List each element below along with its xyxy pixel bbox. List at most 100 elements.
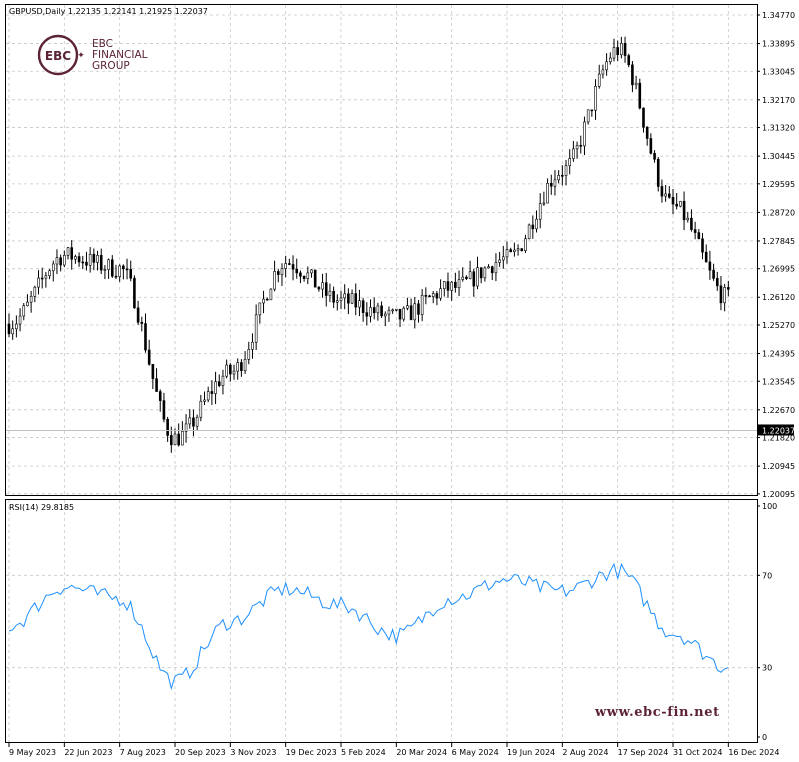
candle	[328, 283, 332, 303]
candle	[723, 283, 726, 312]
candle-body	[33, 286, 37, 297]
candle-body	[203, 399, 206, 402]
watermark: www.ebc-fin.net	[594, 705, 720, 720]
candle-body	[454, 281, 457, 289]
candle-body	[74, 256, 77, 260]
price-tick-label: 1.23545	[762, 377, 795, 386]
candle-body	[465, 276, 468, 279]
candle	[18, 308, 22, 332]
candle	[671, 188, 675, 215]
candle	[424, 287, 428, 305]
time-tick-label: 19 Jun 2024	[507, 748, 555, 757]
candle-body	[627, 55, 631, 66]
candle-body	[494, 262, 498, 274]
candle-body	[612, 47, 616, 59]
candle	[653, 150, 656, 163]
time-tick-label: 5 Feb 2024	[341, 748, 386, 757]
candle-body	[623, 43, 627, 56]
candle	[295, 258, 299, 279]
candle	[590, 109, 594, 117]
candle	[679, 200, 682, 208]
candle-body	[446, 281, 450, 291]
price-tick-label: 1.31320	[762, 124, 795, 133]
candle-body	[258, 302, 262, 316]
symbol-info: GBPUSD,Daily 1.22135 1.22141 1.21925 1.2…	[9, 7, 208, 16]
candle-body	[645, 126, 649, 139]
candle-body	[210, 391, 214, 394]
candle-body	[586, 109, 590, 123]
candle	[136, 300, 140, 325]
candle	[110, 255, 114, 278]
candle-body	[280, 268, 284, 275]
candle-body	[7, 323, 11, 335]
candle-body	[332, 290, 335, 303]
candle	[66, 247, 70, 260]
candle	[387, 306, 391, 322]
candle-body	[122, 265, 125, 270]
candle-body	[350, 293, 354, 304]
candle	[675, 193, 678, 210]
candle	[476, 256, 479, 290]
candle	[232, 364, 236, 380]
candle-body	[572, 148, 575, 159]
candle	[269, 288, 273, 301]
candle	[413, 296, 417, 329]
candle	[719, 275, 723, 311]
candle-body	[395, 308, 398, 311]
candle	[395, 308, 398, 312]
candle	[642, 107, 645, 133]
candle	[206, 386, 210, 403]
candle	[181, 421, 184, 446]
candle	[199, 394, 203, 422]
candle-body	[513, 249, 516, 252]
candle	[612, 38, 616, 62]
candle	[251, 333, 254, 359]
candle	[442, 280, 446, 297]
price-tick-label: 1.32170	[762, 96, 795, 105]
candle	[535, 210, 538, 233]
candle	[280, 263, 284, 286]
candle-body	[188, 417, 192, 425]
candle-body	[406, 305, 409, 309]
candle-body	[524, 238, 527, 251]
candle	[693, 221, 697, 240]
candle	[365, 302, 369, 326]
candle-body	[376, 305, 380, 314]
candle-body	[476, 267, 479, 287]
candle	[299, 270, 302, 284]
candle	[332, 286, 335, 308]
candle-body	[542, 202, 546, 205]
logo-monogram: EBC	[45, 49, 71, 63]
candle	[645, 126, 649, 146]
candle-body	[107, 259, 110, 270]
candle-body	[11, 328, 14, 335]
rsi-axis: 100 70 30 0	[757, 502, 777, 742]
candle-body	[719, 285, 723, 304]
candle	[258, 302, 262, 324]
candle	[22, 303, 26, 321]
candle	[92, 248, 96, 271]
candle	[88, 246, 92, 273]
candle	[420, 289, 424, 322]
candle	[575, 141, 579, 159]
time-tick-label: 20 Sep 2023	[175, 748, 226, 757]
candle	[144, 313, 147, 353]
candle-body	[723, 287, 726, 304]
candle	[509, 247, 512, 253]
candle-body	[173, 433, 177, 446]
candle-body	[417, 303, 420, 315]
candle	[288, 258, 291, 266]
candle-body	[155, 378, 158, 392]
candle	[391, 308, 394, 314]
time-tick-label: 22 Jun 2023	[64, 748, 112, 757]
candle	[324, 272, 328, 307]
candle-body	[66, 247, 70, 256]
candle	[502, 245, 505, 269]
candle	[236, 358, 240, 380]
candle-body	[409, 305, 413, 321]
candle-body	[44, 275, 48, 279]
candle-body	[88, 253, 92, 266]
candle	[291, 255, 295, 281]
candle	[147, 339, 151, 366]
candle	[217, 374, 221, 388]
